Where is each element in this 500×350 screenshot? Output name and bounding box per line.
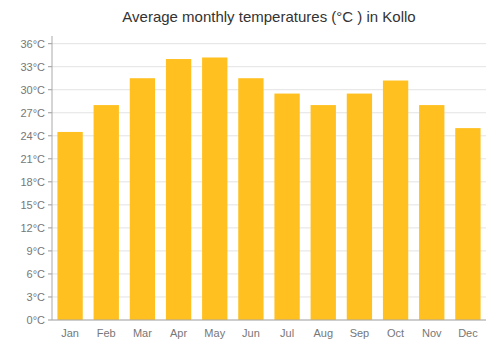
y-axis-line (52, 36, 53, 320)
tick-mark (48, 250, 52, 251)
bar (130, 78, 155, 320)
tick-label: Oct (387, 327, 404, 339)
bars (57, 57, 480, 320)
bar (274, 94, 299, 320)
bar (57, 132, 82, 320)
tick-label: Sep (350, 327, 370, 339)
chart: Average monthly temperatures (°C ) in Ko… (0, 0, 500, 350)
tick-label: 0°C (27, 314, 46, 326)
tick-mark (48, 204, 52, 205)
x-axis-line (52, 320, 486, 321)
tick-label: 36°C (20, 38, 45, 50)
tick-label: Jan (61, 327, 79, 339)
tick-label: 9°C (27, 245, 46, 257)
tick-label: Dec (458, 327, 478, 339)
tick-label: Apr (170, 327, 187, 339)
grid-line (52, 320, 486, 321)
bar (383, 81, 408, 320)
y-axis: 0°C 3°C 6°C 9°C 12°C 15°C 18°C 21°C 24°C 27°C 30°C… (20, 38, 52, 326)
tick-label: 30°C (20, 84, 45, 96)
bar (166, 59, 191, 320)
tick-mark (48, 89, 52, 90)
tick-label: Aug (313, 327, 333, 339)
tick-label: 6°C (27, 268, 46, 280)
bar (238, 78, 263, 320)
tick-mark (48, 158, 52, 159)
grid (52, 44, 486, 320)
tick-label: 27°C (20, 107, 45, 119)
tick-label: Jun (242, 327, 260, 339)
tick-label: Jul (280, 327, 294, 339)
bar (347, 94, 372, 320)
tick-label: Feb (97, 327, 116, 339)
tick-label: Mar (133, 327, 152, 339)
tick-label: 15°C (20, 199, 45, 211)
tick-mark (48, 320, 52, 321)
tick-label: 33°C (20, 61, 45, 73)
bar (311, 105, 336, 320)
grid-line (52, 66, 486, 67)
grid-line (52, 43, 486, 44)
tick-mark (48, 43, 52, 44)
tick-mark (48, 181, 52, 182)
bar (94, 105, 119, 320)
tick-label: 18°C (20, 176, 45, 188)
tick-mark (48, 135, 52, 136)
tick-mark (48, 296, 52, 297)
title: Average monthly temperatures (°C ) in Ko… (122, 8, 415, 25)
grid-line (52, 89, 486, 90)
bar (455, 128, 480, 320)
tick-mark (48, 112, 52, 113)
bar (202, 57, 227, 320)
tick-label: 3°C (27, 291, 46, 303)
tick-mark (48, 66, 52, 67)
tick-mark (48, 227, 52, 228)
x-axis: Jan Feb Mar Apr May Jun Jul Aug Sep Oct Nov Dec (61, 327, 478, 339)
tick-label: May (204, 327, 225, 339)
tick-label: 12°C (20, 222, 45, 234)
tick-label: Nov (422, 327, 442, 339)
tick-mark (48, 273, 52, 274)
tick-label: 21°C (20, 153, 45, 165)
bar (419, 105, 444, 320)
tick-label: 24°C (20, 130, 45, 142)
